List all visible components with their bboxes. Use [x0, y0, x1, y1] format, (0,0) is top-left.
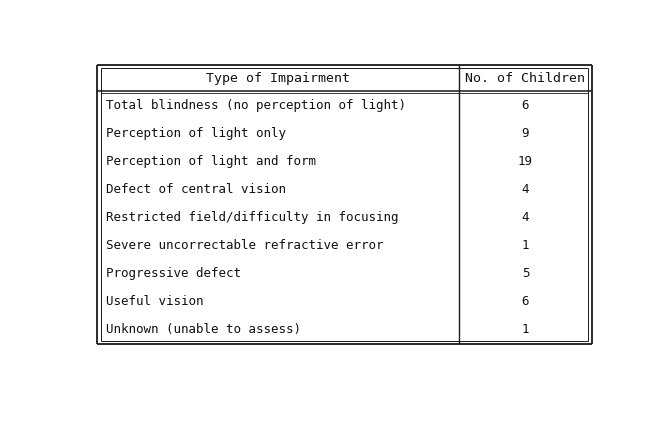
Text: Total blindness (no perception of light): Total blindness (no perception of light): [106, 99, 407, 112]
Text: 5: 5: [521, 267, 530, 280]
Text: Progressive defect: Progressive defect: [106, 267, 241, 280]
Text: Perception of light and form: Perception of light and form: [106, 155, 317, 168]
Text: 19: 19: [518, 155, 533, 168]
Text: Severe uncorrectable refractive error: Severe uncorrectable refractive error: [106, 239, 384, 252]
Text: 4: 4: [521, 211, 530, 224]
Bar: [97, 65, 592, 344]
Text: 9: 9: [521, 127, 530, 140]
Text: Perception of light only: Perception of light only: [106, 127, 286, 140]
Text: Unknown (unable to assess): Unknown (unable to assess): [106, 324, 302, 336]
Text: 6: 6: [521, 295, 530, 309]
Text: 6: 6: [521, 99, 530, 112]
Text: No. of Children: No. of Children: [466, 72, 585, 85]
Text: Restricted field/difficulty in focusing: Restricted field/difficulty in focusing: [106, 211, 399, 224]
Text: Useful vision: Useful vision: [106, 295, 204, 309]
Text: Type of Impairment: Type of Impairment: [206, 72, 350, 85]
Text: 4: 4: [521, 183, 530, 196]
Text: 1: 1: [521, 239, 530, 252]
Text: 1: 1: [521, 324, 530, 336]
Text: Defect of central vision: Defect of central vision: [106, 183, 286, 196]
